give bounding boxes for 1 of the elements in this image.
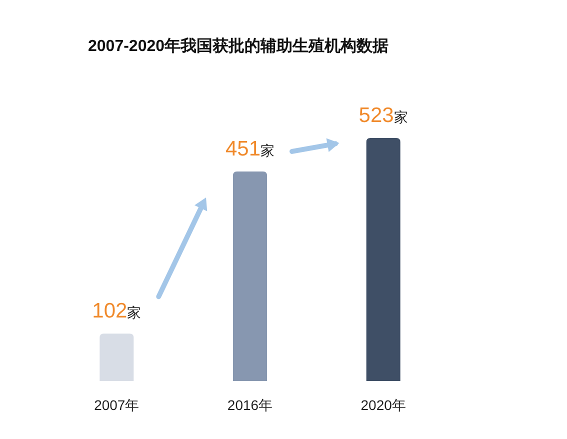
title: 2007-2020年我国获批的辅助生殖机构数据 [88,38,389,55]
